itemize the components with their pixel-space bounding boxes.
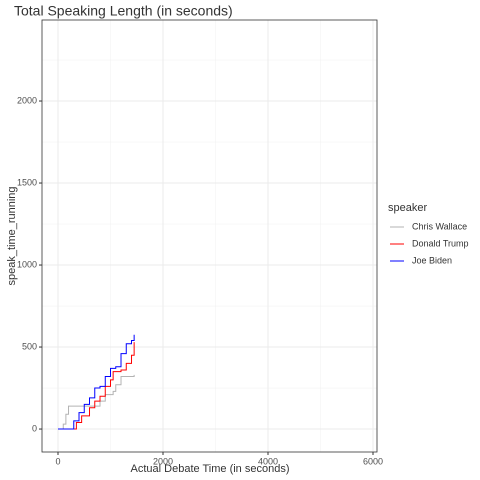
step-line xyxy=(60,342,135,430)
y-tick-label: 1000 xyxy=(17,259,37,269)
x-axis-label: Actual Debate Time (in seconds) xyxy=(131,463,290,475)
panel xyxy=(42,20,377,452)
legend-title: speaker xyxy=(388,202,427,214)
y-tick-label: 500 xyxy=(22,341,37,351)
chart-title: Total Speaking Length (in seconds) xyxy=(14,3,233,19)
legend-label: Joe Biden xyxy=(412,255,452,265)
legend-label: Donald Trump xyxy=(412,238,469,248)
x-tick-label: 6000 xyxy=(363,456,383,466)
y-axis-label: speak_time_running xyxy=(6,186,18,285)
x-tick-label: 4000 xyxy=(258,456,278,466)
step-line xyxy=(58,374,135,430)
legend-label: Chris Wallace xyxy=(412,221,467,231)
y-tick-label: 0 xyxy=(32,423,37,433)
step-line xyxy=(58,334,135,430)
y-tick-label: 2000 xyxy=(17,95,37,105)
y-tick-label: 1500 xyxy=(17,177,37,187)
x-tick-label: 2000 xyxy=(153,456,173,466)
x-tick-label: 0 xyxy=(56,456,61,466)
panel-border xyxy=(41,19,378,453)
